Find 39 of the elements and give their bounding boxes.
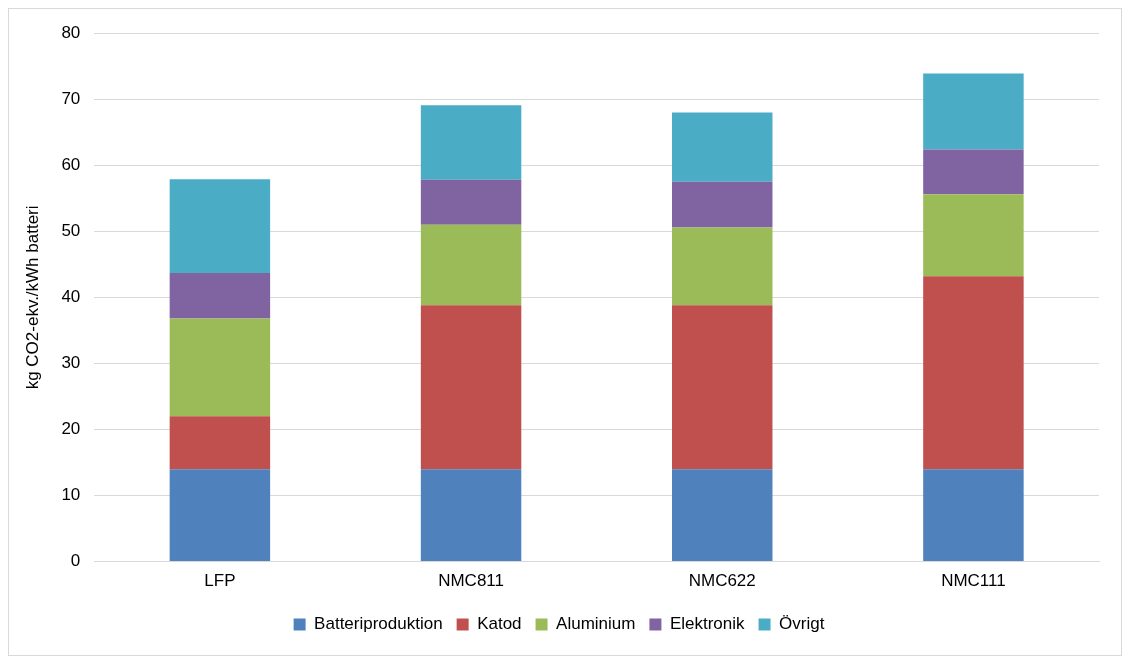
legend-label: Katod xyxy=(477,614,522,634)
x-tick-label: NMC111 xyxy=(941,571,1006,591)
bar xyxy=(169,272,271,319)
bar xyxy=(672,305,773,470)
y-tick-label: 0 xyxy=(70,551,81,571)
bar xyxy=(420,105,522,180)
bar xyxy=(672,469,773,562)
bar xyxy=(420,305,522,470)
bar xyxy=(923,276,1024,470)
legend-label: Batteriproduktion xyxy=(314,614,443,634)
bar xyxy=(923,149,1024,195)
y-tick-label: 20 xyxy=(61,419,81,439)
legend-label: Övrigt xyxy=(779,614,825,634)
y-tick-label: 50 xyxy=(61,221,81,241)
bar xyxy=(923,73,1024,150)
y-tick-label: 40 xyxy=(61,287,81,307)
legend-label: Elektronik xyxy=(669,614,746,634)
y-tick-label: 30 xyxy=(61,353,81,373)
bar xyxy=(169,469,271,562)
bar xyxy=(672,181,773,228)
x-tick-label: NMC811 xyxy=(438,571,504,591)
bar xyxy=(420,179,522,225)
bar xyxy=(420,224,522,306)
y-axis-title: kg CO2-ekv./kWh batteri xyxy=(22,205,42,390)
bar xyxy=(672,112,773,182)
x-tick-label: LFP xyxy=(204,571,236,591)
bar xyxy=(169,179,271,273)
x-tick-label: NMC622 xyxy=(688,571,756,591)
y-tick-label: 60 xyxy=(61,154,81,174)
bar xyxy=(923,469,1024,562)
legend-label: Aluminium xyxy=(556,614,636,634)
bar xyxy=(169,416,271,470)
bar xyxy=(672,227,773,306)
y-tick-label: 70 xyxy=(61,88,81,108)
bar xyxy=(420,469,522,562)
bar xyxy=(923,194,1024,277)
y-tick-label: 80 xyxy=(61,22,81,42)
y-tick-label: 10 xyxy=(61,485,81,505)
bar xyxy=(169,318,271,417)
